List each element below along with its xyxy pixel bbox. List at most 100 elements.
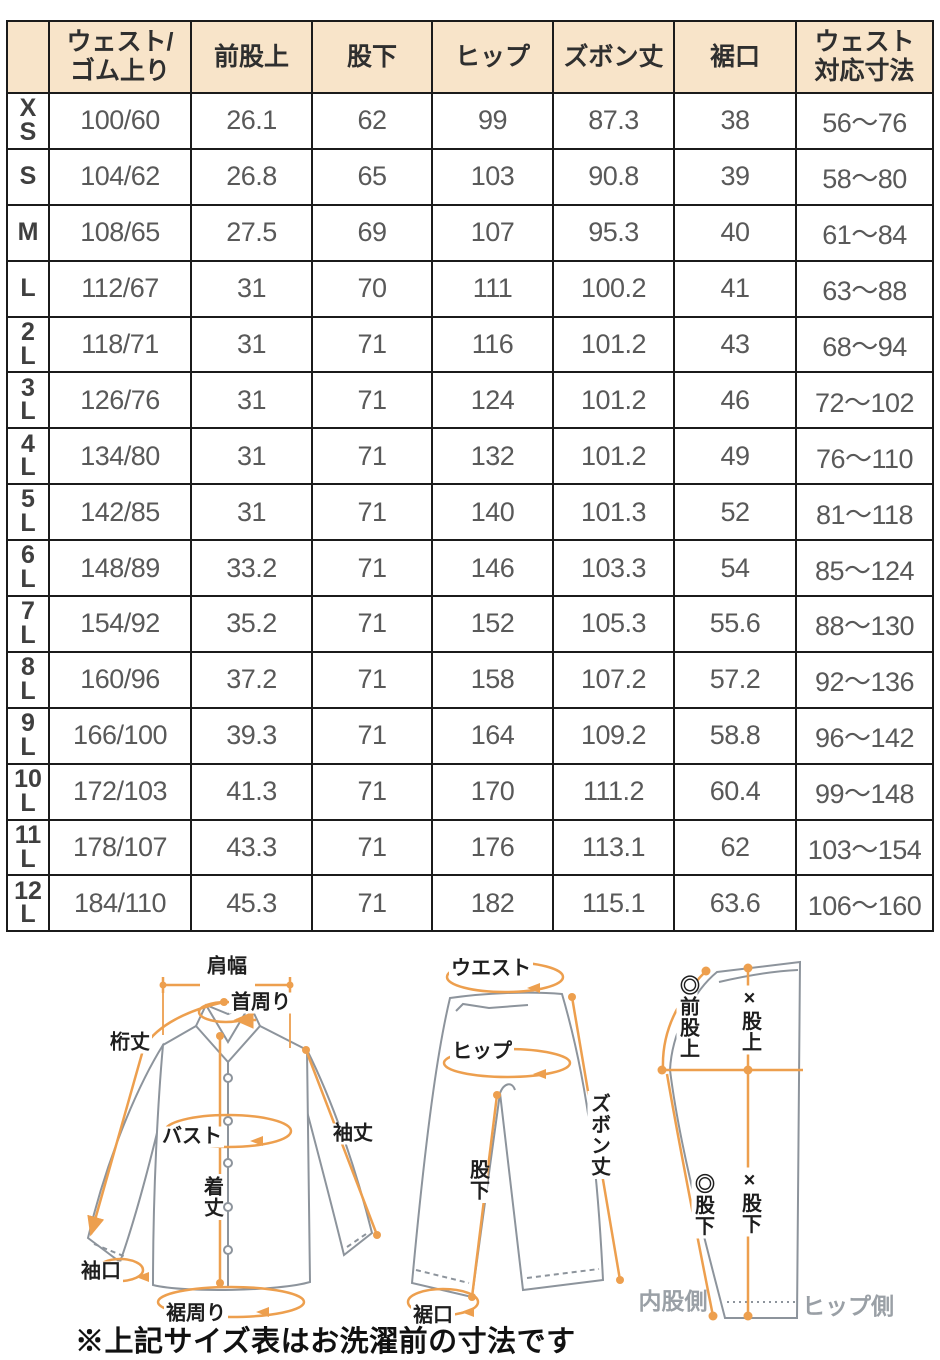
value-cell: 35.2 [190, 595, 313, 653]
value-cell: 109.2 [552, 706, 675, 765]
value-cell: 49 [673, 427, 797, 486]
value-cell: 31 [190, 315, 313, 374]
label-sleeve-length: 袖丈 [331, 1122, 375, 1145]
label-pants-length: ズボン丈 [587, 1091, 610, 1179]
value-cell: 111 [431, 259, 554, 318]
value-cell: 104/62 [48, 147, 192, 206]
value-cell: 31 [190, 259, 313, 318]
table-row: S 104/62 26.8 65 103 90.8 39 58〜80 [6, 147, 934, 206]
value-cell: 101.2 [552, 427, 675, 486]
measurement-diagrams: 肩幅 首周り 桁丈 バスト 着丈 袖丈 袖口 裾周り ウエスト ヒップ ズボン丈… [0, 950, 940, 1360]
value-cell: 85〜124 [795, 539, 934, 598]
value-cell: 41.3 [190, 762, 313, 821]
value-cell: 101.2 [552, 315, 675, 374]
table-row: 6 L 148/89 33.2 71 146 103.3 54 85〜124 [6, 539, 934, 598]
label-pants-waist: ウエスト [449, 957, 533, 980]
col-header-waist-elastic: ウェスト/ ゴム上り [48, 20, 192, 94]
value-cell: 100.2 [552, 259, 675, 318]
value-cell: 88〜130 [795, 595, 934, 653]
value-cell: 71 [311, 483, 433, 542]
value-cell: 132 [431, 427, 554, 486]
value-cell: 62 [673, 818, 797, 877]
value-cell: 154/92 [48, 595, 192, 653]
value-cell: 65 [311, 147, 433, 206]
value-cell: 58〜80 [795, 147, 934, 206]
size-label-cell: 4 L [6, 427, 50, 486]
value-cell: 103 [431, 147, 554, 206]
value-cell: 87.3 [552, 92, 675, 150]
table-row: 3 L 126/76 31 71 124 101.2 46 72〜102 [6, 371, 934, 430]
size-label-cell: M [6, 203, 50, 262]
table-row: 7 L 154/92 35.2 71 152 105.3 55.6 88〜130 [6, 595, 934, 653]
size-label-cell: 8 L [6, 650, 50, 709]
table-row: X S 100/60 26.1 62 99 87.3 38 56〜76 [6, 92, 934, 150]
value-cell: 103.3 [552, 539, 675, 598]
value-cell: 58.8 [673, 706, 797, 765]
value-cell: 164 [431, 706, 554, 765]
size-label-cell: 9 L [6, 706, 50, 765]
value-cell: 54 [673, 539, 797, 598]
value-cell: 99〜148 [795, 762, 934, 821]
label-side-front-rise: ◎前股上 [676, 973, 699, 1061]
table-row: 4 L 134/80 31 71 132 101.2 49 76〜110 [6, 427, 934, 486]
value-cell: 105.3 [552, 595, 675, 653]
value-cell: 124 [431, 371, 554, 430]
value-cell: 184/110 [48, 874, 192, 933]
value-cell: 71 [311, 427, 433, 486]
value-cell: 72〜102 [795, 371, 934, 430]
value-cell: 37.2 [190, 650, 313, 709]
value-cell: 108/65 [48, 203, 192, 262]
value-cell: 39.3 [190, 706, 313, 765]
label-hem-circumference: 裾周り [164, 1302, 228, 1325]
value-cell: 71 [311, 371, 433, 430]
table-row: 10 L 172/103 41.3 71 170 111.2 60.4 99〜148 [6, 762, 934, 821]
value-cell: 113.1 [552, 818, 675, 877]
value-cell: 115.1 [552, 874, 675, 933]
value-cell: 33.2 [190, 539, 313, 598]
value-cell: 112/67 [48, 259, 192, 318]
label-pants-hip: ヒップ [450, 1040, 514, 1063]
size-table: ウェスト/ ゴム上り 前股上 股下 ヒップ ズボン丈 裾口 ウェスト 対応寸法 … [6, 20, 934, 933]
value-cell: 148/89 [48, 539, 192, 598]
table-row: 9 L 166/100 39.3 71 164 109.2 58.8 96〜142 [6, 706, 934, 765]
value-cell: 71 [311, 706, 433, 765]
size-label-cell: 5 L [6, 483, 50, 542]
size-label-cell: 11 L [6, 818, 50, 877]
value-cell: 96〜142 [795, 706, 934, 765]
value-cell: 43 [673, 315, 797, 374]
value-cell: 41 [673, 259, 797, 318]
value-cell: 166/100 [48, 706, 192, 765]
value-cell: 26.8 [190, 147, 313, 206]
size-label-cell: 6 L [6, 539, 50, 598]
value-cell: 40 [673, 203, 797, 262]
table-row: 5 L 142/85 31 71 140 101.3 52 81〜118 [6, 483, 934, 542]
value-cell: 31 [190, 483, 313, 542]
size-label-cell: L [6, 259, 50, 318]
value-cell: 182 [431, 874, 554, 933]
value-cell: 100/60 [48, 92, 192, 150]
col-header-hip: ヒップ [431, 20, 554, 94]
label-inner-thigh-side: 内股側 [638, 1287, 708, 1314]
value-cell: 76〜110 [795, 427, 934, 486]
label-hip-side: ヒップ側 [802, 1292, 894, 1319]
size-label-cell: 10 L [6, 762, 50, 821]
value-cell: 38 [673, 92, 797, 150]
value-cell: 31 [190, 427, 313, 486]
value-cell: 101.3 [552, 483, 675, 542]
value-cell: 81〜118 [795, 483, 934, 542]
value-cell: 158 [431, 650, 554, 709]
value-cell: 71 [311, 595, 433, 653]
pajama-shirt-outline [86, 1003, 374, 1291]
value-cell: 69 [311, 203, 433, 262]
pajama-pants-outline [410, 991, 605, 1299]
value-cell: 134/80 [48, 427, 192, 486]
value-cell: 62 [311, 92, 433, 150]
value-cell: 26.1 [190, 92, 313, 150]
value-cell: 27.5 [190, 203, 313, 262]
value-cell: 126/76 [48, 371, 192, 430]
value-cell: 71 [311, 650, 433, 709]
value-cell: 71 [311, 315, 433, 374]
value-cell: 140 [431, 483, 554, 542]
value-cell: 63.6 [673, 874, 797, 933]
size-table-body: X S 100/60 26.1 62 99 87.3 38 56〜76 S 104/62 26.8 6… [6, 92, 934, 933]
